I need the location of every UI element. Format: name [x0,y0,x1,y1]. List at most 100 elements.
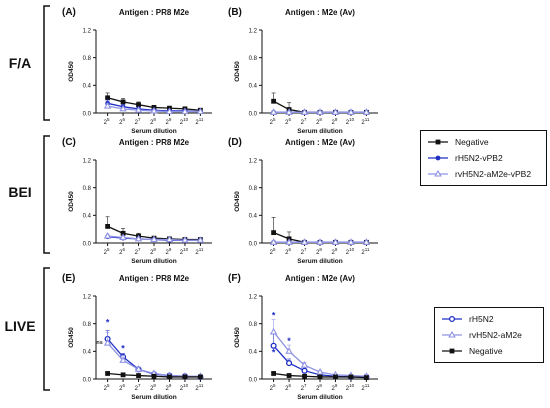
y-tick-label: 1.2 [249,158,258,164]
row-bracket [43,5,50,121]
data-point [300,238,309,245]
x-tick-label: 29 [332,247,338,256]
data-point [134,106,143,113]
data-point [103,338,112,346]
y-axis-label: OD450 [68,327,75,348]
y-tick-label: 0.8 [249,186,258,192]
data-point [348,374,354,380]
panel-letter: (E) [62,273,75,284]
x-tick-label: 211 [195,117,204,126]
data-point [136,373,141,378]
x-tick-label: 27 [135,383,141,392]
y-tick-label: 0.4 [249,214,258,220]
data-point [181,236,189,243]
legend-item: Negative [441,345,503,357]
panel-f: (F) Antigen : M2e (Av) 0.0 0.4 0.8 1.2 OD450 25… [228,273,378,401]
x-tick-label: 26 [285,383,291,392]
x-tick-label: 211 [361,117,370,126]
data-point [196,236,205,243]
data-point [301,367,308,374]
y-axis-label: OD450 [68,61,75,82]
panel-a: (A) Antigen : PR8 M2e 0.0 0.4 0.8 1.2 OD450 25 2… [62,7,212,135]
data-point [151,373,157,379]
y-tick-label: 1.2 [249,28,258,34]
data-point [333,374,338,380]
legend-item: rvH5N2-aM2e [441,329,522,341]
row-bracket [43,267,50,391]
y-tick-label: 0.0 [249,241,258,247]
series-rvh5n2-am2e-vpb2 [269,108,371,115]
series-negative [105,371,203,380]
x-tick-label: 29 [166,117,172,126]
row-label: F/A [9,55,32,71]
y-tick-label: 1.2 [83,28,92,34]
panel-letter: (F) [228,273,241,284]
legend-box: Negative rH5N2-vPB2 rvH5N2-aM2e-vPB2 [420,130,547,186]
x-tick-label: 210 [346,117,355,126]
data-point [362,108,371,115]
y-tick-label: 0.8 [83,322,92,328]
legend-label: Negative [455,137,489,147]
x-tick-label: 28 [316,247,322,256]
x-tick-label: 25 [270,247,276,256]
y-tick-label: 0.0 [249,377,258,383]
panel-title: Antigen : PR8 M2e [119,138,190,147]
panel-d: (D) Antigen : M2e (Av) 0.0 0.4 0.8 1.2 OD450 25… [228,137,378,265]
data-point [150,106,158,114]
x-tick-label: 27 [301,247,307,256]
legend-marker [435,155,441,161]
data-point [105,371,110,376]
panel-e: (E) Antigen : PR8 M2e 0.0 0.4 0.8 1.2 OD450 25 2… [62,273,212,401]
data-point [269,327,278,335]
legend-swatch [442,348,462,354]
legend-marker [434,169,442,177]
data-point [119,356,127,363]
data-point [285,347,293,354]
data-point [119,233,127,241]
panel-title: Antigen : PR8 M2e [119,8,190,17]
panel-letter: (C) [62,137,76,148]
series-rvh5n2-am2e-vpb2 [103,231,205,243]
data-point [316,367,324,375]
legend-item: rH5N2-vPB2 [427,152,503,164]
x-tick-label: 211 [195,383,204,392]
x-tick-label: 26 [285,247,291,256]
data-point [300,361,309,368]
legend-swatch [428,139,448,145]
x-tick-label: 28 [316,117,322,126]
y-tick-label: 0.8 [83,56,92,62]
y-tick-label: 0.4 [249,84,258,90]
data-point [119,104,127,112]
data-point [150,235,158,243]
data-point [120,99,126,105]
data-point [285,238,293,245]
data-point [134,234,143,242]
data-point [165,235,174,243]
x-tick-label: 27 [301,117,307,126]
legend-marker [449,348,455,354]
row-bracket [43,135,50,254]
data-point [286,373,292,378]
data-point [269,238,278,245]
panel-letter: (B) [228,7,242,18]
data-point [316,108,324,115]
y-tick-label: 0.8 [83,186,92,192]
x-tick-label: 26 [119,247,125,256]
x-tick-label: 27 [135,117,141,126]
legend-marker [448,330,456,338]
y-tick-label: 0.0 [83,377,92,383]
data-point [316,238,324,245]
x-tick-label: 29 [332,117,338,126]
legend-label: Negative [469,346,503,356]
legend-swatch [428,155,448,161]
significance-mark: * [272,310,276,320]
y-tick-label: 1.2 [83,294,92,300]
series-rvh5n2-am2e [103,332,205,379]
x-tick-label: 25 [104,117,110,126]
data-point [331,238,340,245]
data-point [182,374,188,380]
data-point [198,374,203,380]
y-tick-label: 1.2 [83,158,92,164]
row-label: LIVE [4,318,35,334]
x-tick-label: 25 [104,247,110,256]
